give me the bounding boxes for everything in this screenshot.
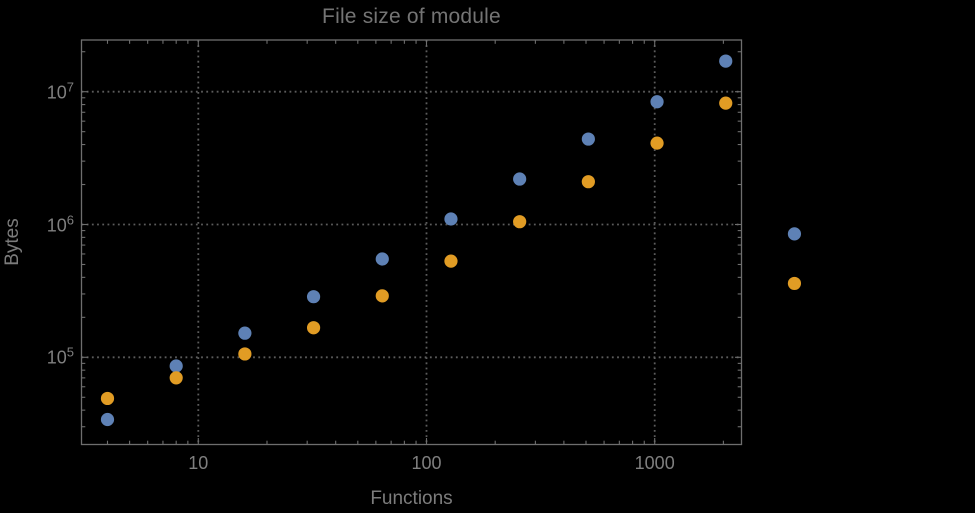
chart-title: File size of module xyxy=(322,5,501,28)
x-tick-label-10: 10 xyxy=(188,453,209,473)
data-point-series-2-orange xyxy=(306,321,321,335)
data-point-series-2-orange xyxy=(100,391,115,406)
data-point-series-1-blue xyxy=(787,227,802,241)
data-point-series-1-blue xyxy=(513,172,527,186)
data-point-series-1-blue xyxy=(719,54,733,68)
data-point-series-2-orange xyxy=(375,289,389,303)
data-point-series-1-blue xyxy=(169,359,183,373)
x-axis-label: Functions xyxy=(370,488,453,509)
y-tick-label-1e5: 105 xyxy=(46,344,74,368)
data-point-series-1-blue xyxy=(581,132,595,146)
plot-frame xyxy=(80,39,743,446)
data-point-series-2-orange xyxy=(650,136,664,150)
data-point-series-1-blue xyxy=(306,290,321,304)
data-point-series-2-orange xyxy=(513,215,527,229)
data-point-series-1-blue xyxy=(100,412,115,427)
x-tick-label-1000: 1000 xyxy=(634,453,675,473)
data-point-series-1-blue xyxy=(375,252,389,266)
data-point-series-1-blue xyxy=(444,212,458,226)
x-tick-label-100: 100 xyxy=(411,453,442,473)
y-tick-label-1e7: 107 xyxy=(46,79,74,103)
data-point-series-2-orange xyxy=(719,96,733,110)
y-tick-label-1e6: 106 xyxy=(46,212,74,236)
data-point-series-2-orange xyxy=(238,347,252,361)
data-point-series-1-blue xyxy=(238,326,252,340)
data-point-series-2-orange xyxy=(169,371,183,385)
data-point-series-2-orange xyxy=(444,254,458,268)
data-point-series-2-orange xyxy=(787,276,802,291)
data-point-series-2-orange xyxy=(581,175,595,189)
data-point-series-1-blue xyxy=(650,95,664,109)
